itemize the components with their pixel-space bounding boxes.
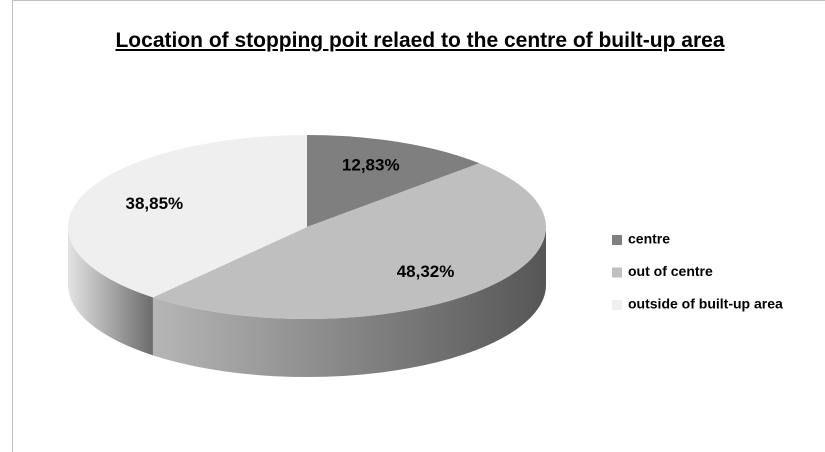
legend-label: out of centre	[628, 263, 713, 279]
data-label: 38,85%	[126, 194, 184, 213]
chart-border	[12, 0, 825, 452]
slice	[307, 135, 480, 227]
legend-label: outside of built-up area	[628, 296, 783, 312]
legend-label: centre	[628, 231, 670, 247]
legend: centre out of centre outside of built-up a…	[612, 231, 783, 312]
slice	[152, 163, 546, 319]
legend-swatch	[612, 267, 622, 278]
legend-swatch	[612, 300, 622, 310]
slice-side-shade	[152, 227, 546, 377]
slice	[68, 135, 307, 298]
data-label: 12,83%	[342, 156, 400, 175]
data-label: 48,32%	[397, 262, 455, 281]
legend-swatch	[612, 235, 622, 245]
slice-side-shade	[68, 227, 153, 356]
pie: 12,83% 48,32% 38,85%	[68, 135, 546, 377]
chart-title: Location of stopping poit relaed to the …	[115, 29, 725, 52]
